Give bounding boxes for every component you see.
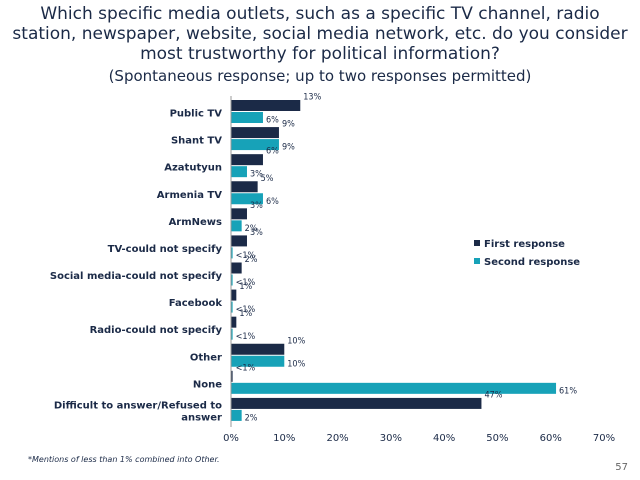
bar-second-response [231,112,263,123]
data-label: 1% [239,309,252,319]
data-label: 3% [250,228,263,238]
bar-first-response [231,127,279,139]
bar-second-response [231,166,247,178]
data-label: <1% [236,305,256,315]
data-label: 2% [245,255,258,265]
bar-second-response [231,274,233,286]
data-label: 47% [484,390,502,400]
data-label: 1% [239,282,252,292]
data-label: 3% [250,201,263,211]
data-label: 9% [282,143,295,153]
category-label: Azatutyun [164,163,222,174]
category-label: Armenia TV [157,190,222,201]
chart-title-line: most trustworthy for political informati… [140,44,500,64]
category-label: Public TV [170,109,223,120]
category-label: Facebook [169,298,223,309]
bar-second-response [231,328,233,340]
bar-second-response [231,355,285,367]
bar-second-response [231,382,557,394]
data-label: 2% [245,413,258,423]
chart-title-line: Which specific media outlets, such as a … [40,4,600,24]
category-label: Radio-could not specify [90,325,223,336]
chart-subtitle: (Spontaneous response; up to two respons… [108,67,532,85]
category-label: Other [190,352,222,363]
x-tick-label: 70% [593,433,615,444]
bar-first-response [231,181,258,193]
x-tick-label: 10% [273,433,295,444]
category-label: None [193,379,222,390]
bar-second-response [231,220,242,232]
x-tick-label: 60% [540,433,562,444]
data-label: <1% [236,251,256,261]
x-tick-label: 20% [326,433,348,444]
bar-first-response [231,343,285,355]
data-label: <1% [236,363,256,373]
bar-second-response [231,193,263,205]
bar-first-response [231,316,237,328]
bar-first-response [231,370,233,382]
category-label: ArmNews [169,217,222,228]
data-label: 6% [266,116,279,126]
data-label: 6% [266,147,279,157]
bar-first-response [231,397,482,409]
bar-first-response [231,262,242,274]
x-tick-label: 30% [380,433,402,444]
x-tick-label: 0% [223,433,239,444]
chart-title-line: station, newspaper, website, social medi… [12,24,628,44]
bar-first-response [231,289,237,301]
data-label: 9% [282,120,295,130]
data-label: 10% [287,359,305,369]
legend-swatch-first [474,240,480,246]
x-tick-label: 40% [433,433,455,444]
bar-second-response [231,409,242,421]
chart-title: Which specific media outlets, such as a … [0,4,640,64]
data-label: 61% [559,386,577,396]
category-label: Social media-could not specify [50,271,223,282]
footnote: *Mentions of less than 1% combined into … [28,455,220,464]
bar-second-response [231,139,279,151]
bar-first-response [231,100,301,111]
data-label: 3% [250,170,263,180]
bar-first-response [231,154,263,166]
data-label: <1% [236,332,256,342]
bar-second-response [231,247,233,259]
category-label: Difficult to answer/Refused to answer [54,400,222,423]
data-label: 6% [266,197,279,207]
legend-swatch-second [474,258,480,264]
data-label: 5% [261,174,274,184]
legend-label-second: Second response [484,257,580,268]
bar-second-response [231,301,233,313]
page-number: 57 [615,462,628,473]
x-tick-label: 50% [486,433,508,444]
data-label: <1% [236,278,256,288]
category-label: Shant TV [171,136,222,147]
legend-label-first: First response [484,239,565,250]
data-label: 2% [245,224,258,234]
data-label: 13% [303,93,321,103]
bar-first-response [231,235,247,247]
bar-first-response [231,208,247,220]
data-label: 10% [287,336,305,346]
category-label: TV-could not specify [108,244,223,255]
